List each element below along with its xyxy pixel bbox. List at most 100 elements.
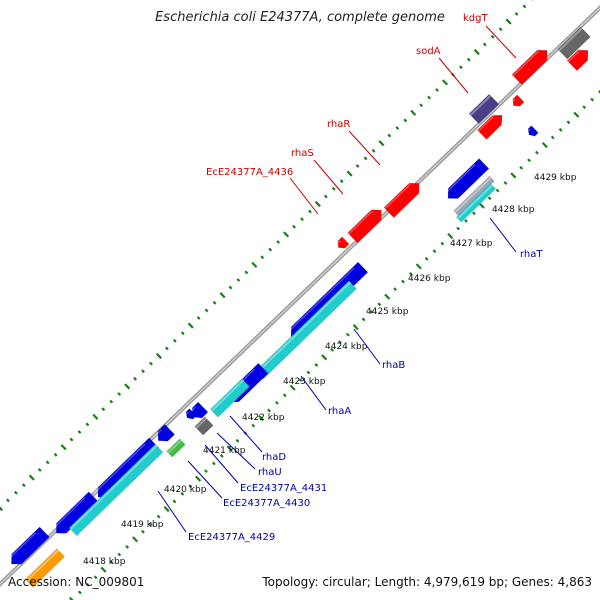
gene-label-rhaU: rhaU [258, 467, 282, 478]
inner-tick-dot [582, 105, 587, 110]
inner-tick-dot [352, 323, 359, 331]
rhaB-track-shape [255, 280, 357, 380]
outer-tick-dot [141, 369, 145, 374]
EcE24377A_4430-feature-shape [166, 438, 186, 458]
inner-tick-dot [68, 596, 74, 600]
outer-tick-dot [155, 352, 162, 360]
inner-tick-dot [598, 90, 600, 94]
inner-tick-dot [314, 363, 319, 367]
EcE24377A_4436-gene [335, 236, 350, 249]
inner-tick-dot [440, 241, 445, 246]
gene-label-rhaA: rhaA [328, 406, 351, 417]
inner-tick-dot [345, 332, 350, 337]
outer-tick-dot [236, 278, 241, 282]
outer-tick-dot [403, 118, 408, 123]
inner-tick-dot [393, 287, 398, 292]
EcE24377A_4429-gene-shape [97, 437, 160, 498]
inner-tick-dot [298, 378, 303, 383]
small-forward-gene-gloss [510, 98, 516, 104]
outer-tick-dot [276, 240, 281, 244]
outer-tick-dot [283, 231, 290, 238]
inner-tick-dot [204, 469, 208, 474]
outer-tick-dot [300, 217, 304, 222]
inner-tick-dot [211, 461, 216, 466]
lower-track [68, 444, 164, 536]
outer-tick-dot [196, 316, 201, 320]
EcE24377A_4436-gene-gloss [335, 240, 341, 246]
rhaA-leader [300, 375, 327, 411]
outer-tick-dot [69, 437, 74, 442]
outer-tick-dot [339, 179, 344, 184]
outer-tick-dot [490, 34, 495, 39]
gene-label-sodA: sodA [416, 46, 441, 57]
gene-label-EcE24377A_4430: EcE24377A_4430 [223, 498, 310, 509]
inner-tick-dot [573, 111, 580, 118]
gene-label-rhaR: rhaR [327, 119, 350, 130]
outer-tick-dot [466, 57, 471, 62]
gene-lower-2-gloss [7, 532, 37, 561]
EcE24377A_4431-gene-gloss [154, 429, 162, 438]
rhaA-track-gloss [211, 379, 245, 412]
rhaS-leader [313, 159, 344, 195]
sodA-gene-shape [477, 115, 503, 140]
inner-tick-dot [195, 475, 202, 482]
inner-tick-dot [93, 575, 98, 580]
outer-tick-dot [204, 308, 209, 313]
inner-tick-dot [132, 536, 139, 543]
outer-tick-dot [21, 483, 26, 488]
inner-tick-dot [251, 423, 256, 428]
gene-right-edge [566, 49, 589, 71]
EcE24377A_4436-gene-shape [337, 236, 350, 249]
gene-right-edge-shape [566, 49, 589, 71]
rhaD-gene-shape [191, 401, 209, 419]
outer-tick-dot [124, 383, 131, 390]
inner-tick-dot [510, 172, 517, 179]
rhaT-track [456, 183, 496, 223]
small-reverse-gene-gloss [526, 128, 531, 133]
inner-tick-dot [432, 249, 437, 254]
orange-feature-shape [25, 548, 65, 588]
small-forward-gene [510, 94, 525, 107]
inner-tick-dot [472, 211, 476, 216]
inner-tick-dot [377, 302, 382, 307]
outer-tick-dot [387, 133, 392, 138]
gene-lower-2-shape [11, 526, 50, 565]
outer-tick-dot [117, 392, 122, 396]
outer-tick-dot [45, 460, 50, 465]
outer-tick-dot [459, 65, 463, 70]
outer-tick-dot [410, 109, 417, 116]
position-label: 4423 kbp [283, 377, 326, 387]
gene-lower-1-shape [56, 491, 99, 534]
rhaA-track [210, 378, 250, 418]
inner-tick-dot [267, 408, 271, 413]
inner-tick-dot [117, 552, 122, 557]
outer-tick-dot [92, 413, 99, 420]
rhaU-gene-shape [185, 408, 197, 420]
inner-tick-dot [456, 226, 461, 231]
gray-feature-top-gloss [558, 27, 583, 52]
inner-tick-dot [306, 370, 311, 375]
outer-tick-dot [363, 156, 368, 161]
outer-tick-dot [101, 407, 106, 412]
inner-tick-dot [156, 514, 161, 519]
rhaR-leader [348, 130, 381, 166]
outer-tick-dot [505, 18, 512, 25]
outer-tick-dot [355, 164, 360, 168]
gene-label-rhaT: rhaT [520, 249, 543, 260]
outer-tick-dot [331, 186, 336, 191]
inner-tick-dot [424, 256, 429, 261]
gray-feature-mid-shape [194, 416, 214, 436]
outer-tick-dot [219, 292, 226, 299]
inner-tick-dot [219, 454, 224, 458]
outer-tick-dot [308, 209, 312, 214]
map-title: Escherichia coli E24377A, complete genom… [155, 10, 445, 25]
outer-tick-dot [346, 170, 353, 177]
gene-label-EcE24377A_4429: EcE24377A_4429 [188, 532, 275, 543]
gene-label-kdgT: kdgT [463, 13, 488, 24]
EcE24377A_4436-leader [289, 177, 319, 215]
rhaT-track-shape [456, 183, 496, 223]
inner-tick-dot [338, 340, 342, 345]
small-forward-gene-shape [512, 94, 525, 107]
outer-tick-dot [292, 224, 296, 229]
rhaB-track-gloss [256, 281, 351, 374]
